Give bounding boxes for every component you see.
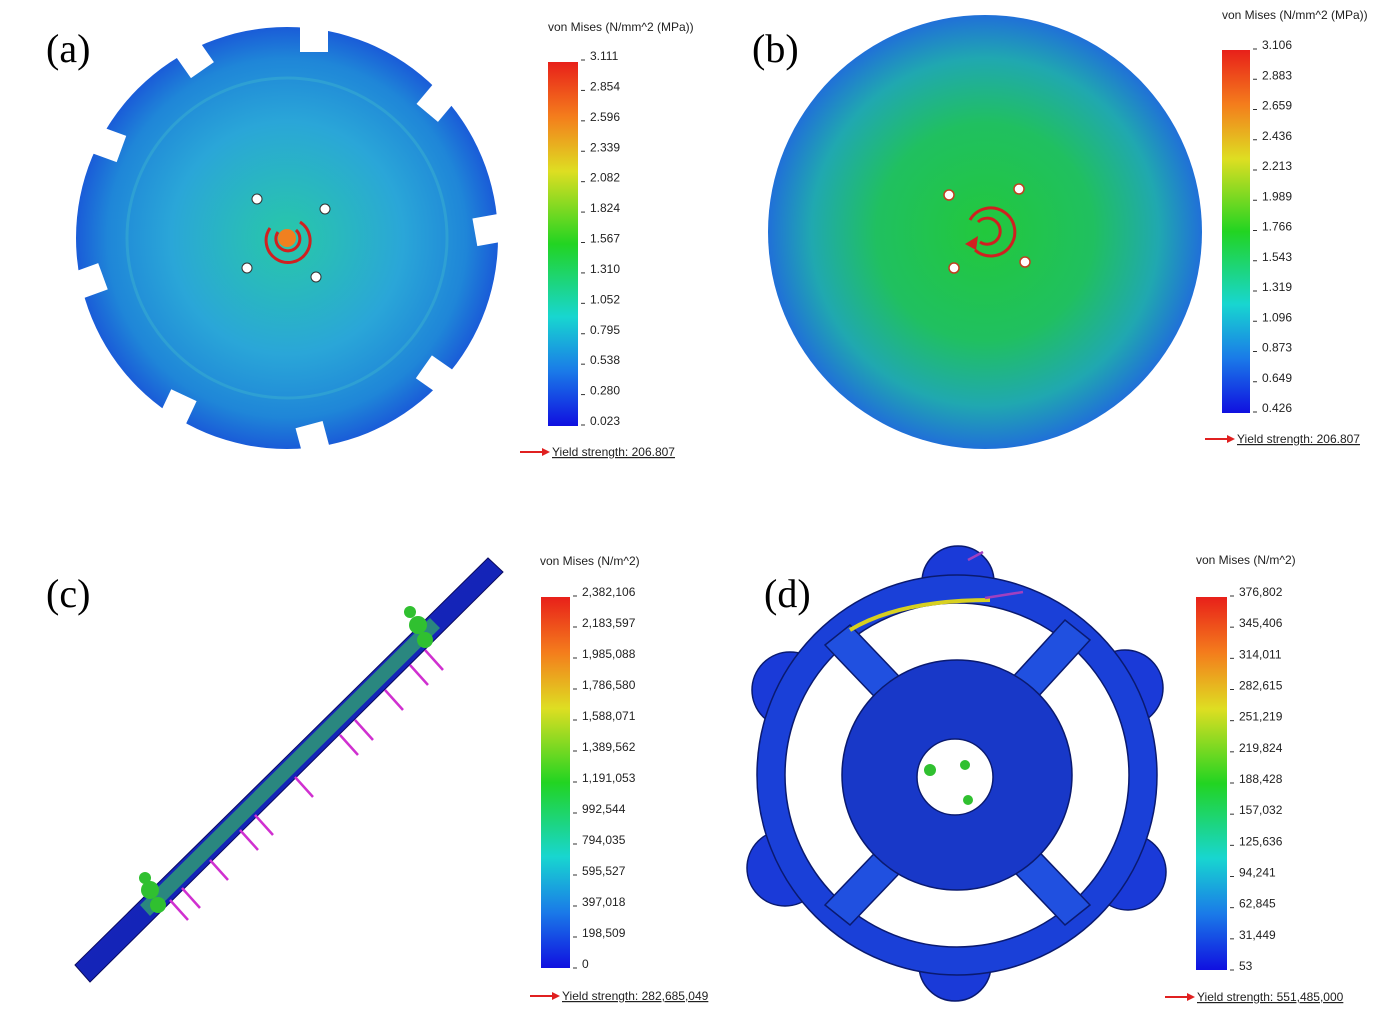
tick-label: 251,219 xyxy=(1239,710,1283,724)
tick-label: 219,824 xyxy=(1239,741,1283,755)
tick-label: 0.280 xyxy=(590,384,620,398)
tick-label: 1,588,071 xyxy=(582,709,636,723)
tick-label: 0.023 xyxy=(590,414,620,428)
tick-label: 0.426 xyxy=(1262,401,1292,415)
yield-arrow-head xyxy=(1187,993,1195,1001)
tick-label: 2,382,106 xyxy=(582,585,636,599)
tick-label: 1,786,580 xyxy=(582,678,636,692)
tick-label: 0.795 xyxy=(590,323,620,337)
tick-label: 1,191,053 xyxy=(582,771,636,785)
tick-label: 2.082 xyxy=(590,171,620,185)
color-bar xyxy=(548,62,578,426)
wheel-d xyxy=(746,545,1167,1002)
panel-label: (d) xyxy=(764,571,811,616)
tick-label: 397,018 xyxy=(582,895,626,909)
yield-arrow-head xyxy=(552,992,560,1000)
yield-arrow-head xyxy=(1227,435,1235,443)
tick-label: 2.436 xyxy=(1262,129,1292,143)
tick-label: 992,544 xyxy=(582,802,626,816)
tick-label: 1,389,562 xyxy=(582,740,636,754)
tick-label: 1.824 xyxy=(590,201,620,215)
tick-label: 53 xyxy=(1239,959,1253,973)
tick-label: 2,183,597 xyxy=(582,616,636,630)
tick-label: 2.854 xyxy=(590,79,620,93)
tick-label: 1.052 xyxy=(590,292,620,306)
tick-label: 188,428 xyxy=(1239,772,1283,786)
tick-label: 3.106 xyxy=(1262,38,1292,52)
color-bar xyxy=(541,597,570,968)
tick-label: 282,615 xyxy=(1239,679,1283,693)
yield-label: Yield strength: 551,485,000 xyxy=(1197,990,1344,1004)
color-bar xyxy=(1196,597,1227,970)
disk-a xyxy=(70,22,507,458)
tick-label: 198,509 xyxy=(582,926,626,940)
tick-label: 2.339 xyxy=(590,140,620,154)
tick-label: 1.766 xyxy=(1262,220,1292,234)
tick-label: 314,011 xyxy=(1239,647,1282,661)
tick-label: 1.319 xyxy=(1262,280,1292,294)
tick-label: 31,449 xyxy=(1239,928,1276,942)
legend-title: von Mises (N/mm^2 (MPa)) xyxy=(548,20,694,34)
tick-label: 94,241 xyxy=(1239,866,1276,880)
tick-label: 3.111 xyxy=(590,49,619,63)
tick-label: 125,636 xyxy=(1239,834,1283,848)
tick-label: 1.310 xyxy=(590,262,620,276)
yield-label: Yield strength: 282,685,049 xyxy=(562,989,709,1003)
tick-label: 794,035 xyxy=(582,833,626,847)
tick-label: 345,406 xyxy=(1239,616,1283,630)
legend-title: von Mises (N/mm^2 (MPa)) xyxy=(1222,8,1368,22)
panel-label: (c) xyxy=(46,571,90,616)
tick-label: 2.883 xyxy=(1262,68,1292,82)
yield-arrow-head xyxy=(542,448,550,456)
tick-label: 1.543 xyxy=(1262,250,1292,264)
tick-label: 0 xyxy=(582,957,589,971)
yield-label: Yield strength: 206.807 xyxy=(1237,432,1360,446)
tick-label: 0.873 xyxy=(1262,341,1292,355)
tick-label: 157,032 xyxy=(1239,803,1283,817)
tick-label: 1.567 xyxy=(590,232,620,246)
tick-label: 1.989 xyxy=(1262,189,1292,203)
tick-label: 62,845 xyxy=(1239,897,1276,911)
tick-label: 595,527 xyxy=(582,864,626,878)
tick-label: 1.096 xyxy=(1262,310,1292,324)
panel-label: (a) xyxy=(46,26,90,71)
beam-c xyxy=(74,557,504,983)
legend-title: von Mises (N/m^2) xyxy=(1196,553,1296,567)
disk-b xyxy=(768,15,1202,449)
color-bar xyxy=(1222,50,1250,413)
panel-label: (b) xyxy=(752,26,799,71)
tick-label: 376,802 xyxy=(1239,585,1283,599)
tick-label: 2.596 xyxy=(590,110,620,124)
tick-label: 2.659 xyxy=(1262,99,1292,113)
tick-label: 0.649 xyxy=(1262,371,1292,385)
tick-label: 1,985,088 xyxy=(582,647,636,661)
legend-title: von Mises (N/m^2) xyxy=(540,554,640,568)
tick-label: 0.538 xyxy=(590,353,620,367)
yield-label: Yield strength: 206.807 xyxy=(552,445,675,459)
tick-label: 2.213 xyxy=(1262,159,1292,173)
